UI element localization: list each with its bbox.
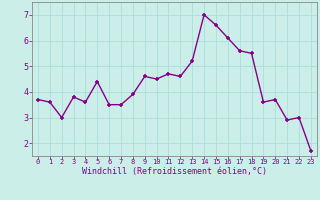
X-axis label: Windchill (Refroidissement éolien,°C): Windchill (Refroidissement éolien,°C) <box>82 167 267 176</box>
